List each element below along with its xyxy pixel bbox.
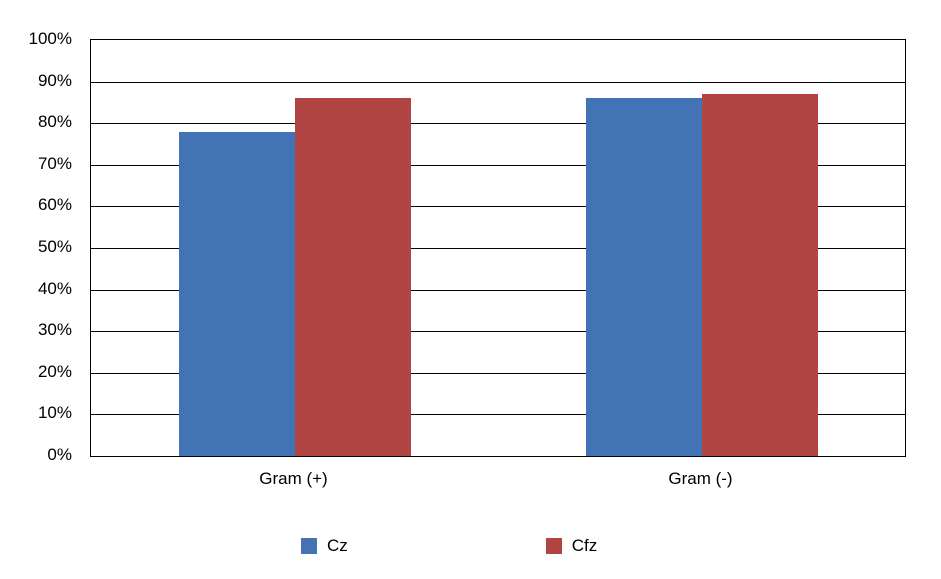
- gridline: [91, 206, 905, 208]
- y-axis-tick-label: 30%: [37, 320, 72, 340]
- y-axis-tick-label: 10%: [37, 403, 72, 423]
- gridline: [91, 81, 905, 83]
- plot-area: [90, 39, 906, 457]
- legend: Cz Cfz: [301, 537, 597, 555]
- bar-group-2: [498, 40, 905, 456]
- y-axis-tick-label: 50%: [37, 237, 72, 256]
- gridline: [91, 289, 905, 291]
- legend-swatch-cz: [301, 538, 317, 554]
- y-axis-tick-label: 100%: [28, 29, 72, 48]
- x-axis-category-label: Gram (-): [668, 469, 733, 488]
- legend-label: Cz: [327, 536, 348, 555]
- bar-cz-1: [178, 131, 295, 456]
- bar-group-1: [91, 40, 498, 456]
- gridline: [91, 331, 905, 333]
- bar-cfz-2: [701, 94, 818, 456]
- bar-cfz-1: [294, 98, 411, 456]
- legend-label: Cfz: [571, 536, 598, 555]
- gridline: [91, 248, 905, 249]
- y-axis-tick-label: 60%: [37, 195, 72, 215]
- y-axis-tick-label: 90%: [37, 70, 72, 90]
- y-axis-tick-label: 20%: [37, 361, 72, 381]
- bar-cz-2: [585, 98, 702, 456]
- y-axis-tick-label: 70%: [37, 153, 72, 173]
- legend-item-cz: Cz: [301, 537, 348, 555]
- gridline: [91, 414, 905, 416]
- x-axis-category-label: Gram (+): [259, 469, 328, 488]
- gridline: [91, 372, 905, 374]
- y-axis-tick-label: 0%: [47, 445, 72, 464]
- gridline: [91, 164, 905, 166]
- gridline: [91, 123, 905, 125]
- legend-swatch-cfz: [545, 538, 562, 554]
- legend-item-cfz: Cfz: [545, 536, 598, 555]
- y-axis-tick-label: 80%: [37, 112, 72, 132]
- y-axis-tick-label: 40%: [37, 278, 72, 298]
